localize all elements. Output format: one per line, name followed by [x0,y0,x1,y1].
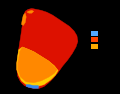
Bar [91,37,98,42]
Polygon shape [21,13,26,25]
Polygon shape [18,47,57,83]
Bar [91,44,98,49]
Polygon shape [27,10,34,13]
Bar [91,31,98,36]
Polygon shape [17,47,58,86]
Polygon shape [26,85,38,88]
Polygon shape [17,8,78,88]
